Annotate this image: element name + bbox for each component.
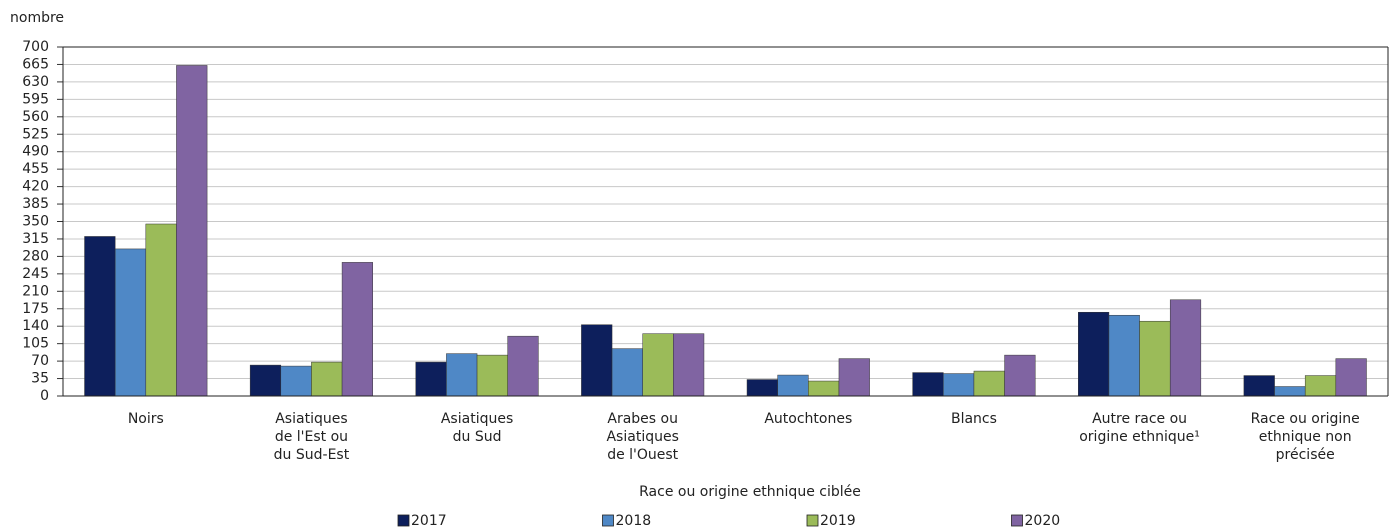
x-axis-label: Race ou origine ethnique ciblée [639, 484, 861, 500]
bar [777, 374, 809, 397]
y-tick-label: 245 [22, 266, 49, 282]
bar [1004, 354, 1036, 397]
bar [1078, 311, 1110, 397]
y-tick-label: 35 [31, 371, 49, 387]
bar [145, 223, 177, 397]
y-tick-label: 525 [22, 126, 49, 142]
y-axis-label: nombre [10, 10, 64, 26]
y-tick-label: 560 [22, 109, 49, 125]
y-tick-label: 210 [22, 283, 49, 299]
bar [642, 333, 674, 397]
legend-label: 2020 [1025, 513, 1061, 529]
bar [1274, 386, 1306, 397]
bar [476, 354, 508, 397]
bar [1335, 358, 1367, 397]
bar [249, 364, 282, 397]
y-tick-label: 0 [40, 388, 49, 404]
bar [507, 335, 539, 397]
bar [808, 380, 840, 397]
bar [611, 348, 643, 397]
x-tick-label: Race ou origine ethnique non précisée [1250, 411, 1360, 463]
x-tick-label: Noirs [127, 411, 164, 427]
y-tick-label: 140 [22, 318, 49, 334]
x-tick-label: Blancs [950, 411, 997, 427]
y-tick-label: 315 [22, 231, 49, 247]
bar [446, 353, 478, 397]
bar [341, 262, 373, 397]
x-tick-label: Arabes ou Asiatiques de l'Ouest [606, 411, 679, 463]
legend-swatch [397, 514, 410, 527]
bar [1139, 320, 1171, 397]
x-tick-label: Asiatiques de l'Est ou du Sud-Est [273, 411, 350, 463]
x-tick-label: Autochtones [764, 411, 853, 427]
bar [912, 372, 944, 397]
x-tick-label: Autre race ou origine ethnique¹ [1079, 411, 1200, 445]
bar [746, 379, 778, 397]
bar [311, 361, 343, 397]
y-tick-label: 665 [22, 56, 49, 72]
y-tick-label: 700 [22, 39, 49, 55]
bar [1108, 314, 1140, 397]
y-tick-label: 595 [22, 91, 49, 107]
bar [415, 361, 447, 397]
y-tick-label: 630 [22, 74, 49, 90]
bar [280, 365, 312, 397]
bar [1243, 375, 1275, 397]
y-tick-label: 490 [22, 144, 49, 160]
y-tick-label: 455 [22, 161, 49, 177]
bar [581, 324, 613, 397]
bar [943, 373, 975, 397]
bar [838, 358, 870, 397]
legend-label: 2018 [616, 513, 652, 529]
y-tick-label: 175 [22, 301, 49, 317]
bar [114, 248, 147, 397]
x-tick-label: Asiatiques du Sud [440, 411, 514, 445]
bar [673, 333, 705, 397]
bar [973, 370, 1005, 397]
y-tick-label: 420 [22, 179, 49, 195]
bar [176, 65, 208, 397]
bar [1169, 299, 1202, 397]
y-tick-label: 350 [22, 214, 49, 230]
legend-label: 2017 [411, 513, 447, 529]
y-tick-label: 280 [22, 248, 49, 264]
bar [1304, 375, 1337, 397]
legend-swatch [806, 514, 819, 527]
y-tick-label: 70 [31, 353, 49, 369]
legend-swatch [1011, 514, 1023, 527]
y-tick-label: 385 [22, 196, 49, 212]
legend-label: 2019 [820, 513, 856, 529]
y-tick-label: 105 [22, 336, 49, 352]
legend-swatch [602, 514, 614, 527]
bar [84, 236, 116, 397]
